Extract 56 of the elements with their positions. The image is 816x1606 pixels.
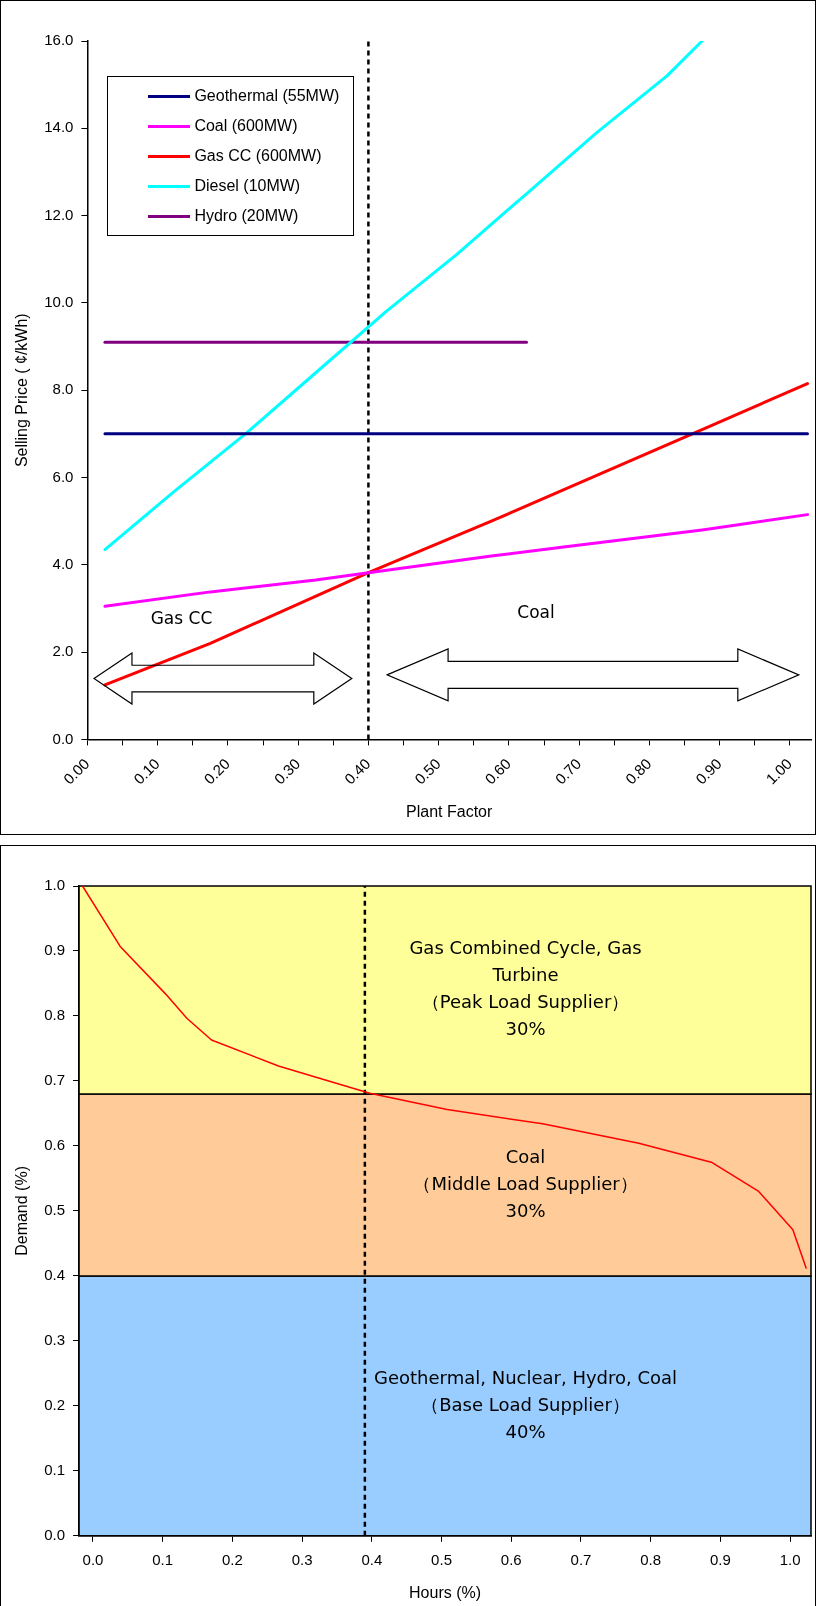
x-tick-label: 0.60: [481, 754, 514, 788]
legend-label: Coal (600MW): [194, 117, 298, 135]
x-tick-label: 0.7: [570, 1550, 592, 1568]
legend-label: Gas CC (600MW): [194, 147, 322, 165]
x-tick-label: 1.0: [779, 1550, 801, 1568]
y-tick-label: 12.0: [44, 205, 74, 223]
annotation: Coal: [517, 602, 555, 623]
y-tick-label: 0.8: [44, 1006, 66, 1024]
band-label: Coal （Middle Load Supplier） 30%: [413, 1145, 638, 1221]
x-tick-label: 0.3: [291, 1550, 313, 1568]
annotation: Gas CC: [150, 607, 213, 628]
x-tick-label: 0.80: [621, 754, 655, 788]
band-label: Geothermal, Nuclear, Hydro, Coal （Base Load Supplier） 40%: [374, 1366, 678, 1442]
y-axis-title: Selling Price ( ¢/kWh): [13, 313, 31, 468]
x-tick-label: 0.5: [431, 1550, 452, 1568]
x-tick-label: 0.4: [361, 1550, 383, 1568]
y-tick-label: 16.0: [44, 31, 74, 49]
y-axis-title: Demand (%): [13, 1165, 31, 1256]
y-tick-label: 0.5: [44, 1201, 66, 1219]
x-tick-label: 0.6: [500, 1550, 522, 1568]
y-tick-label: 14.0: [44, 118, 74, 136]
y-tick-label: 0.0: [44, 1525, 66, 1543]
band-label: Gas Combined Cycle, Gas Turbine （Peak Load Supplier） 30%: [409, 937, 642, 1040]
x-tick-label: 0.40: [340, 754, 374, 788]
y-tick-label: 0.4: [44, 1266, 66, 1284]
x-axis-title: Hours (%): [409, 1583, 482, 1601]
x-tick-label: 0.30: [270, 754, 304, 788]
y-tick-label: 6.0: [52, 467, 74, 485]
x-tick-label: 0.20: [200, 754, 233, 788]
y-tick-label: 2.0: [52, 642, 74, 660]
legend-label: Geothermal (55MW): [194, 87, 340, 105]
y-tick-label: 1.0: [44, 876, 66, 894]
legend-label: Diesel (10MW): [194, 177, 301, 195]
y-tick-label: 0.7: [44, 1071, 66, 1089]
x-tick-label: 0.10: [130, 754, 163, 788]
y-tick-label: 0.2: [44, 1395, 66, 1413]
y-tick-label: 0.9: [44, 941, 66, 959]
x-tick-label: 0.9: [709, 1550, 731, 1568]
x-tick-label: 0.2: [221, 1550, 243, 1568]
y-tick-label: 0.3: [44, 1331, 66, 1348]
legend-label: Hydro (20MW): [194, 207, 299, 225]
x-axis-title: Plant Factor: [406, 802, 493, 820]
y-tick-label: 10.0: [44, 293, 74, 311]
x-tick-label: 0.70: [551, 754, 585, 788]
x-tick-label: 0.8: [640, 1550, 662, 1568]
y-tick-label: 0.0: [52, 729, 74, 747]
x-tick-label: 0.50: [411, 754, 444, 788]
x-tick-label: 0.0: [82, 1550, 104, 1568]
x-tick-label: 0.1: [152, 1550, 174, 1568]
x-tick-label: 0.90: [692, 754, 725, 788]
y-tick-label: 0.6: [44, 1136, 66, 1154]
y-tick-label: 0.1: [44, 1460, 66, 1478]
x-tick-label: 1.00: [762, 754, 795, 788]
y-tick-label: 4.0: [52, 554, 74, 572]
x-tick-label: 0.00: [59, 754, 93, 788]
y-tick-label: 8.0: [52, 380, 74, 398]
